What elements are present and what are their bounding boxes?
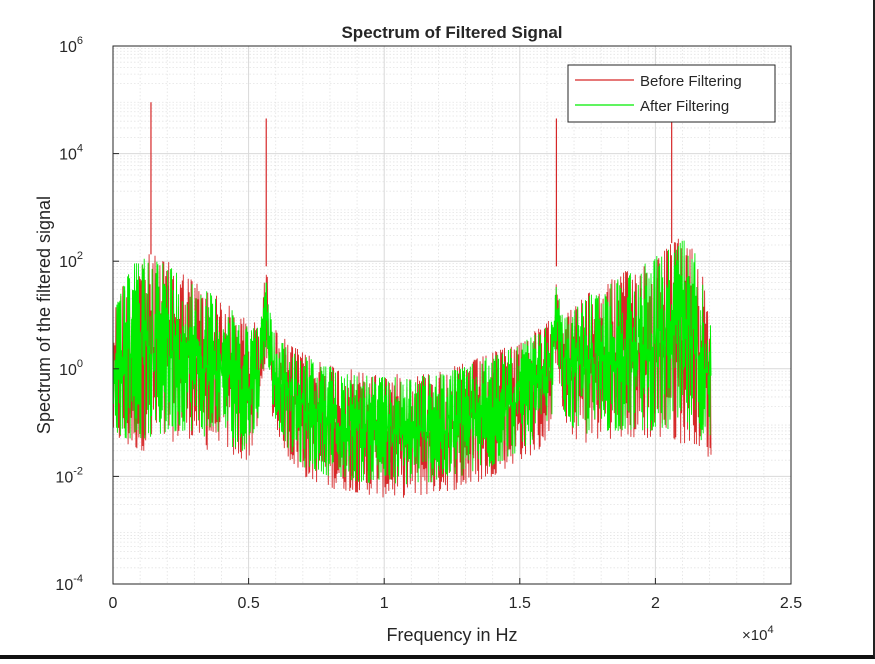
y-tick-label: 104	[59, 143, 83, 164]
x-tick-label: 2.5	[780, 595, 802, 612]
legend-label-after-filtering: After Filtering	[640, 98, 729, 115]
legend-label-before-filtering: Before Filtering	[640, 73, 742, 90]
x-tick-label: 1.5	[509, 595, 531, 612]
y-tick-label: 10-4	[55, 573, 83, 594]
x-tick-label: 2	[651, 595, 660, 612]
x-tick-label: 0	[109, 595, 118, 612]
axes-box	[112, 45, 792, 585]
y-tick-label: 106	[59, 35, 83, 56]
x-tick-label: 0.5	[237, 595, 259, 612]
x-multiplier-base: ×10	[742, 627, 767, 644]
legend-box	[567, 64, 776, 123]
y-axis-ticks: 10-4 10-2 100 102 104 106	[55, 35, 119, 594]
legend: Before Filtering After Filtering	[567, 64, 776, 123]
y-axis-label: Spectrum of the filtered signal	[34, 196, 54, 434]
series-layer	[112, 100, 712, 498]
x-axis-ticks: 0 0.5 1 1.5 2 2.5	[109, 578, 802, 612]
x-tick-label: 1	[380, 595, 389, 612]
y-tick-label: 102	[59, 250, 83, 271]
chart-title: Spectrum of Filtered Signal	[341, 23, 562, 42]
y-tick-label: 100	[59, 358, 83, 379]
y-tick-label: 10-2	[55, 465, 83, 486]
series-line-1	[112, 240, 712, 485]
x-multiplier-exp: 4	[767, 624, 773, 636]
x-multiplier: ×104	[742, 624, 774, 644]
x-axis-label: Frequency in Hz	[386, 625, 517, 645]
